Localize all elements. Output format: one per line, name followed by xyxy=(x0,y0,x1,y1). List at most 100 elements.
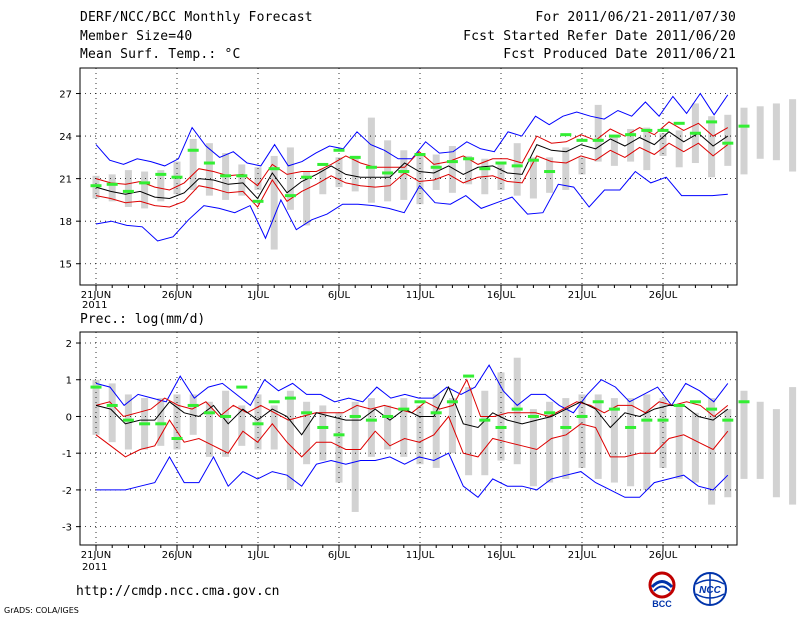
range-box xyxy=(513,143,521,196)
range-box xyxy=(513,357,521,465)
observed-marker xyxy=(187,148,199,152)
range-box xyxy=(189,138,197,190)
x-tick-label: 21JUL xyxy=(568,290,597,301)
observed-marker xyxy=(252,199,264,203)
observed-marker xyxy=(495,425,507,429)
range-box xyxy=(610,398,618,483)
observed-marker xyxy=(414,153,426,157)
range-box xyxy=(594,394,602,479)
range-box xyxy=(384,405,392,450)
observed-marker xyxy=(576,414,588,418)
range-box xyxy=(497,163,505,190)
range-box xyxy=(416,405,424,465)
observed-marker xyxy=(463,374,475,378)
observed-marker xyxy=(430,165,442,169)
range-box xyxy=(659,133,667,156)
bcc-logo-text: BCC xyxy=(652,599,672,609)
observed-marker xyxy=(365,165,377,169)
range-box xyxy=(448,146,456,193)
range-box xyxy=(108,174,116,202)
y-tick-label: 0 xyxy=(66,412,72,423)
range-box xyxy=(481,390,489,476)
observed-marker xyxy=(738,124,750,128)
range-box xyxy=(400,398,408,457)
range-box xyxy=(416,155,424,205)
series-line-mean xyxy=(95,131,729,200)
observed-marker xyxy=(511,407,523,411)
range-box xyxy=(627,398,635,487)
observed-marker xyxy=(706,407,718,411)
range-box xyxy=(124,170,132,207)
range-box xyxy=(319,405,327,461)
observed-marker xyxy=(689,400,701,404)
range-box xyxy=(740,390,748,479)
observed-marker xyxy=(106,182,118,186)
observed-marker xyxy=(171,437,183,440)
x-year-label: 2011 xyxy=(82,562,107,573)
observed-marker xyxy=(446,160,458,164)
range-box xyxy=(756,401,764,479)
observed-marker xyxy=(625,133,637,137)
range-box xyxy=(578,394,586,468)
observed-marker xyxy=(608,134,620,138)
x-year-label: 2011 xyxy=(82,300,107,311)
range-box xyxy=(384,140,392,202)
x-tick-label: 26JUL xyxy=(649,550,678,561)
x-tick-label: 1JUL xyxy=(247,290,270,301)
observed-marker xyxy=(301,411,313,415)
range-box xyxy=(157,398,165,446)
y-tick-label: 27 xyxy=(59,90,72,101)
series-line-mean xyxy=(95,385,729,436)
range-box xyxy=(286,390,294,490)
range-box xyxy=(205,143,213,196)
range-box xyxy=(367,398,375,457)
range-box xyxy=(465,387,473,476)
range-box xyxy=(319,168,327,195)
range-box xyxy=(708,398,716,505)
range-box xyxy=(546,401,554,483)
range-box xyxy=(772,409,780,498)
observed-marker xyxy=(284,194,296,198)
observed-marker xyxy=(333,148,345,152)
observed-marker xyxy=(495,161,507,165)
observed-marker xyxy=(268,400,280,404)
observed-marker xyxy=(673,403,685,407)
y-tick-label: -2 xyxy=(62,486,72,497)
produced-date-label: Fcst Produced Date 2011/06/21 xyxy=(503,47,736,62)
range-box xyxy=(594,104,602,162)
source-url[interactable]: http://cmdp.ncc.cma.gov.cn xyxy=(76,584,280,599)
range-box xyxy=(124,394,132,450)
observed-marker xyxy=(155,422,167,426)
y-tick-label: 21 xyxy=(59,175,72,186)
y-tick-label: 1 xyxy=(66,376,72,387)
range-box xyxy=(643,127,651,171)
observed-marker xyxy=(252,422,264,426)
range-box xyxy=(367,117,375,203)
observed-marker xyxy=(706,120,718,124)
variable-label-precipitation: Prec.: log(mm/d) xyxy=(80,312,205,327)
observed-marker xyxy=(560,425,572,429)
observed-marker xyxy=(560,133,572,137)
observed-marker xyxy=(722,418,734,422)
series-line-max xyxy=(95,364,729,414)
observed-marker xyxy=(139,181,151,185)
series-line-min xyxy=(95,170,728,242)
x-tick-label: 16JUL xyxy=(487,550,516,561)
y-tick-label: 2 xyxy=(66,339,72,350)
forecast-period-label: For 2011/06/21-2011/07/30 xyxy=(535,10,736,25)
range-box xyxy=(173,394,181,450)
range-box xyxy=(529,157,537,199)
observed-marker xyxy=(220,414,232,418)
range-box xyxy=(643,394,651,490)
observed-marker xyxy=(284,396,296,400)
range-box xyxy=(546,157,554,193)
range-box xyxy=(610,136,618,166)
range-box xyxy=(708,116,716,178)
range-box xyxy=(789,99,797,172)
observed-marker xyxy=(657,418,669,422)
ncc-logo: NCC xyxy=(693,572,727,606)
x-tick-label: 26JUN xyxy=(162,550,192,561)
plot-frame xyxy=(79,331,738,546)
observed-marker xyxy=(576,138,588,142)
grads-credit: GrADS: COLA/IGES xyxy=(4,606,79,615)
